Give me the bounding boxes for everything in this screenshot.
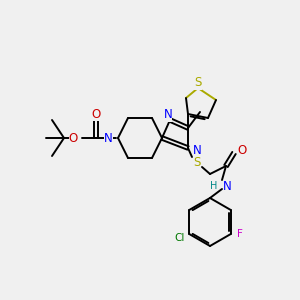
Text: O: O: [237, 143, 246, 157]
Text: H: H: [210, 181, 217, 191]
Text: O: O: [69, 133, 78, 146]
Text: S: S: [193, 155, 201, 169]
Text: F: F: [237, 229, 243, 239]
Text: S: S: [194, 76, 202, 89]
Text: N: N: [164, 109, 172, 122]
Text: N: N: [193, 145, 202, 158]
Text: Cl: Cl: [175, 233, 185, 243]
Text: O: O: [92, 107, 100, 121]
Text: N: N: [104, 131, 113, 145]
Text: N: N: [223, 181, 232, 194]
